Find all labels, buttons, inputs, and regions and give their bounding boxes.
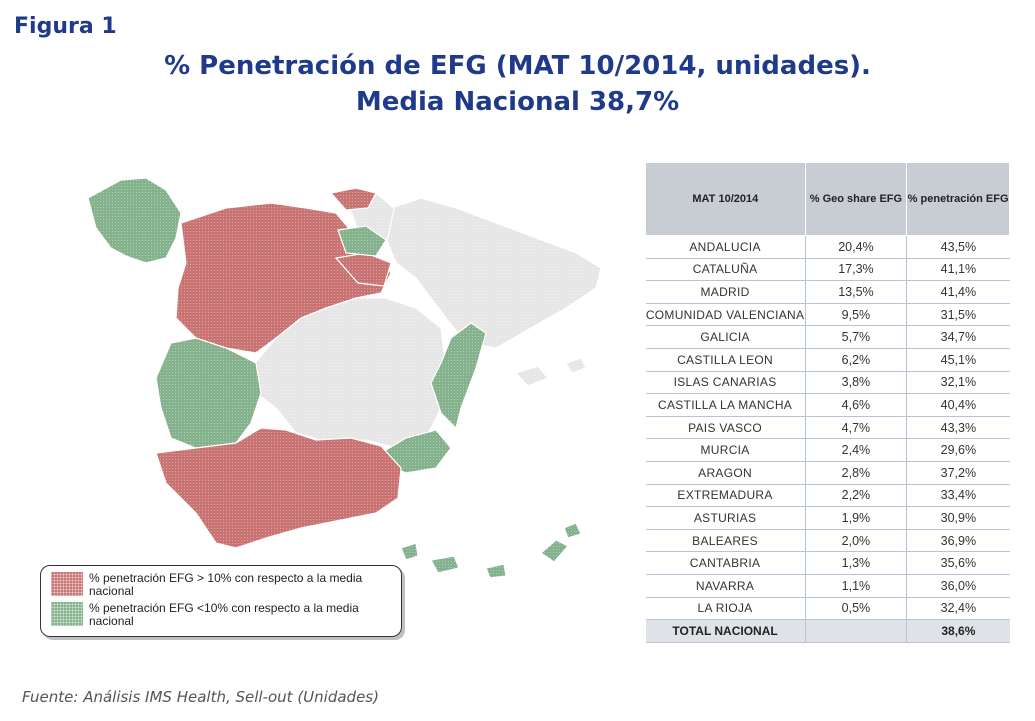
legend-item-below: % penetración EFG <10% con respecto a la…: [51, 602, 391, 628]
penetration: 32,1%: [906, 371, 1010, 395]
penetration: 29,6%: [906, 438, 1010, 462]
title-line-1: % Penetración de EFG (MAT 10/2014, unida…: [164, 51, 871, 81]
region-name: EXTREMADURA: [645, 484, 806, 508]
geo-share: 5,7%: [805, 325, 908, 349]
legend-label-above: % penetración EFG > 10% con respecto a l…: [89, 571, 363, 598]
region-name: PAIS VASCO: [645, 416, 806, 440]
spain-map: [76, 168, 616, 588]
source-note: Fuente: Análisis IMS Health, Sell-out (U…: [22, 688, 379, 706]
title-line-2: Media Nacional 38,7%: [355, 87, 680, 117]
legend-label-below: % penetración EFG <10% con respecto a la…: [89, 601, 359, 628]
total-label: TOTAL NACIONAL: [645, 619, 806, 643]
penetration-table: MAT 10/2014 % Geo share EFG % penetració…: [645, 162, 1010, 643]
geo-share: 1,1%: [805, 574, 908, 598]
geo-share: 2,4%: [805, 438, 908, 462]
table-row: CANTABRIA 1,3% 35,6%: [645, 551, 1010, 575]
table-row: ISLAS CANARIAS 3,8% 32,1%: [645, 371, 1010, 395]
geo-share: 6,2%: [805, 348, 908, 372]
region-name: LA RIOJA: [645, 597, 806, 621]
legend-swatch-red: [51, 572, 83, 596]
geo-share: 2,2%: [805, 484, 908, 508]
table-row: GALICIA 5,7% 34,7%: [645, 325, 1010, 349]
total-penetration: 38,6%: [906, 619, 1010, 643]
penetration: 34,7%: [906, 325, 1010, 349]
table-row: CATALUÑA 17,3% 41,1%: [645, 258, 1010, 282]
penetration: 31,5%: [906, 303, 1010, 327]
region-extremadura: [155, 337, 262, 449]
geo-share: 2,0%: [805, 529, 908, 553]
table-row: ASTURIAS 1,9% 30,9%: [645, 506, 1010, 530]
table-row: CASTILLA LEON 6,2% 45,1%: [645, 348, 1010, 372]
region-name: MURCIA: [645, 438, 806, 462]
header-geo-share: % Geo share EFG: [804, 162, 908, 236]
penetration-table-container: MAT 10/2014 % Geo share EFG % penetració…: [645, 162, 1010, 643]
penetration: 35,6%: [906, 551, 1010, 575]
region-name: ARAGON: [645, 461, 806, 485]
region-name: CASTILLA LA MANCHA: [645, 393, 806, 417]
region-name: COMUNIDAD VALENCIANA: [645, 303, 806, 327]
geo-share: 4,7%: [805, 416, 908, 440]
region-name: ASTURIAS: [645, 506, 806, 530]
table-row: LA RIOJA 0,5% 32,4%: [645, 597, 1010, 621]
penetration: 43,5%: [906, 235, 1010, 259]
header-region: MAT 10/2014: [645, 162, 806, 236]
header-penetration: % penetración EFG: [906, 162, 1010, 236]
penetration: 36,0%: [906, 574, 1010, 598]
region-name: ISLAS CANARIAS: [645, 371, 806, 395]
table-row: COMUNIDAD VALENCIANA 9,5% 31,5%: [645, 303, 1010, 327]
geo-share: 13,5%: [805, 280, 908, 304]
penetration: 37,2%: [906, 461, 1010, 485]
table-row: ANDALUCIA 20,4% 43,5%: [645, 235, 1010, 259]
region-name: BALEARES: [645, 529, 806, 553]
table-row: NAVARRA 1,1% 36,0%: [645, 574, 1010, 598]
geo-share: 4,6%: [805, 393, 908, 417]
geo-share: 1,3%: [805, 551, 908, 575]
region-galicia: [87, 177, 182, 264]
table-row: CASTILLA LA MANCHA 4,6% 40,4%: [645, 393, 1010, 417]
penetration: 41,4%: [906, 280, 1010, 304]
geo-share: 17,3%: [805, 258, 908, 282]
penetration: 41,1%: [906, 258, 1010, 282]
penetration: 33,4%: [906, 484, 1010, 508]
geo-share: 0,5%: [805, 597, 908, 621]
table-row: PAIS VASCO 4,7% 43,3%: [645, 416, 1010, 440]
penetration: 36,9%: [906, 529, 1010, 553]
table-row: MURCIA 2,4% 29,6%: [645, 438, 1010, 462]
penetration: 43,3%: [906, 416, 1010, 440]
table-row: MADRID 13,5% 41,4%: [645, 280, 1010, 304]
table-header-row: MAT 10/2014 % Geo share EFG % penetració…: [645, 162, 1010, 236]
penetration: 40,4%: [906, 393, 1010, 417]
penetration: 32,4%: [906, 597, 1010, 621]
table-row: BALEARES 2,0% 36,9%: [645, 529, 1010, 553]
penetration: 30,9%: [906, 506, 1010, 530]
table-row: ARAGON 2,8% 37,2%: [645, 461, 1010, 485]
penetration: 45,1%: [906, 348, 1010, 372]
geo-share: 2,8%: [805, 461, 908, 485]
total-geo-share: [805, 619, 908, 643]
legend-item-above: % penetración EFG > 10% con respecto a l…: [51, 572, 391, 598]
region-name: GALICIA: [645, 325, 806, 349]
geo-share: 1,9%: [805, 506, 908, 530]
region-name: CASTILLA LEON: [645, 348, 806, 372]
region-baleares: [514, 357, 587, 387]
page-title: % Penetración de EFG (MAT 10/2014, unida…: [0, 48, 1035, 120]
geo-share: 9,5%: [805, 303, 908, 327]
geo-share: 20,4%: [805, 235, 908, 259]
legend-swatch-green: [51, 602, 83, 626]
geo-share: 3,8%: [805, 371, 908, 395]
table-row: EXTREMADURA 2,2% 33,4%: [645, 484, 1010, 508]
region-name: CATALUÑA: [645, 258, 806, 282]
figure-label: Figura 1: [14, 14, 117, 39]
table-total-row: TOTAL NACIONAL 38,6%: [645, 619, 1010, 643]
region-name: ANDALUCIA: [645, 235, 806, 259]
region-name: CANTABRIA: [645, 551, 806, 575]
region-canarias: [400, 522, 582, 579]
region-name: MADRID: [645, 280, 806, 304]
region-name: NAVARRA: [645, 574, 806, 598]
region-pais-vasco: [329, 187, 377, 211]
map-legend: % penetración EFG > 10% con respecto a l…: [40, 565, 402, 637]
